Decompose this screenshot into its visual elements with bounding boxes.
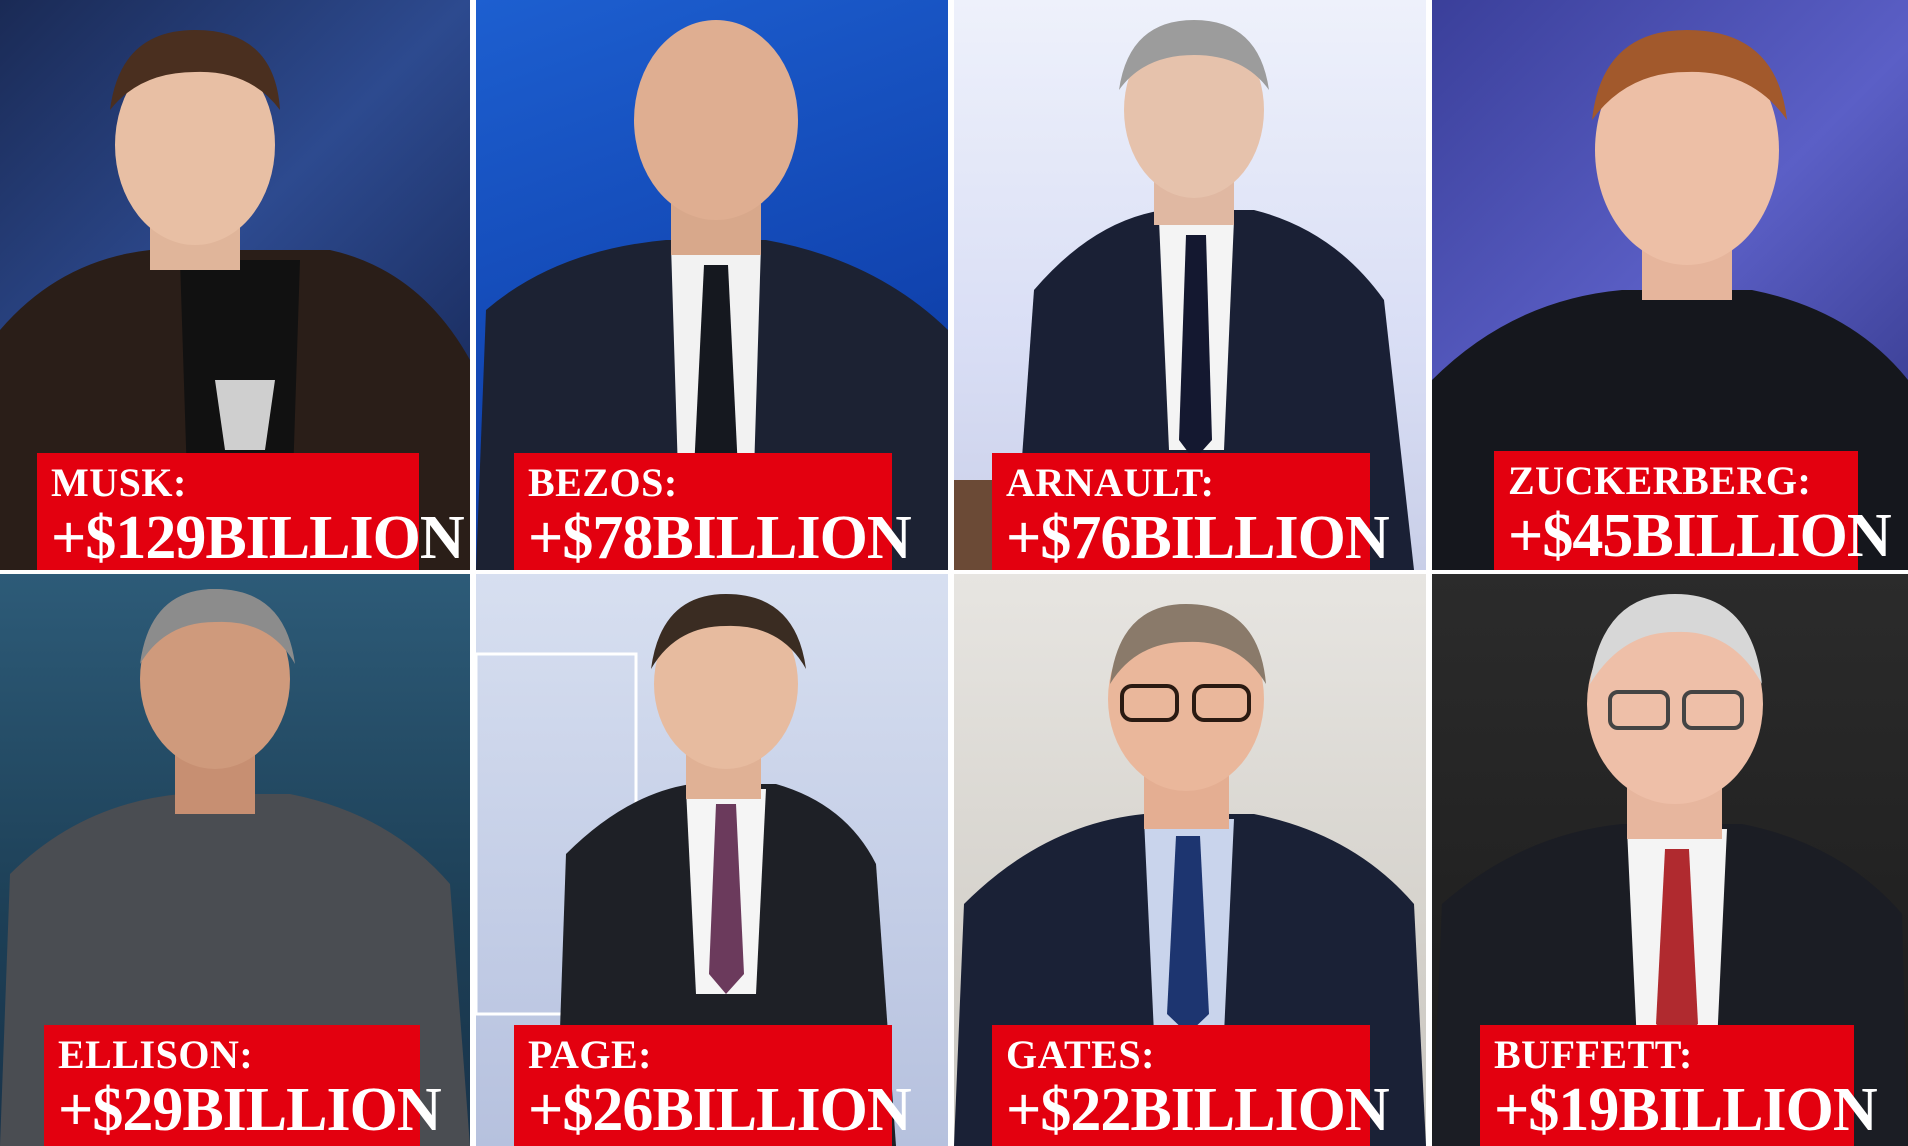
wealth-gain: +$22BILLION — [1006, 1076, 1390, 1144]
person-name: PAGE: — [528, 1032, 652, 1077]
wealth-gain: +$129BILLION — [51, 504, 465, 570]
person-name: ELLISON: — [58, 1032, 254, 1077]
photo-tile-page: PAGE: +$26BILLION — [476, 574, 948, 1146]
person-name: ARNAULT: — [1006, 460, 1215, 505]
person-name: BUFFETT: — [1494, 1032, 1693, 1077]
person-name: MUSK: — [51, 460, 187, 505]
photo-tile-musk: MUSK: +$129BILLION — [0, 0, 470, 570]
wealth-gain: +$76BILLION — [1006, 504, 1390, 570]
net-worth-label: GATES: +$22BILLION — [992, 1025, 1390, 1146]
net-worth-label: ZUCKERBERG: +$45BILLION — [1494, 451, 1892, 570]
person-name: ZUCKERBERG: — [1508, 458, 1812, 503]
net-worth-label: BEZOS: +$78BILLION — [514, 453, 912, 570]
person-name: GATES: — [1006, 1032, 1155, 1077]
wealth-gain: +$29BILLION — [58, 1076, 442, 1144]
net-worth-label: ARNAULT: +$76BILLION — [992, 453, 1390, 570]
wealth-gain: +$19BILLION — [1494, 1076, 1878, 1144]
person-name: BEZOS: — [528, 460, 678, 505]
photo-tile-ellison: ELLISON: +$29BILLION — [0, 574, 470, 1146]
wealth-gain: +$45BILLION — [1508, 502, 1892, 570]
net-worth-label: PAGE: +$26BILLION — [514, 1025, 912, 1146]
net-worth-label: MUSK: +$129BILLION — [37, 453, 465, 570]
photo-tile-zuckerberg: ZUCKERBERG: +$45BILLION — [1432, 0, 1908, 570]
photo-tile-buffett: BUFFETT: +$19BILLION — [1432, 574, 1908, 1146]
wealth-gain: +$26BILLION — [528, 1076, 912, 1144]
photo-tile-gates: GATES: +$22BILLION — [954, 574, 1426, 1146]
net-worth-label: ELLISON: +$29BILLION — [44, 1025, 442, 1146]
net-worth-label: BUFFETT: +$19BILLION — [1480, 1025, 1878, 1146]
photo-tile-arnault: ARNAULT: +$76BILLION — [954, 0, 1426, 570]
photo-tile-bezos: BEZOS: +$78BILLION — [476, 0, 948, 570]
wealth-gain: +$78BILLION — [528, 504, 912, 570]
